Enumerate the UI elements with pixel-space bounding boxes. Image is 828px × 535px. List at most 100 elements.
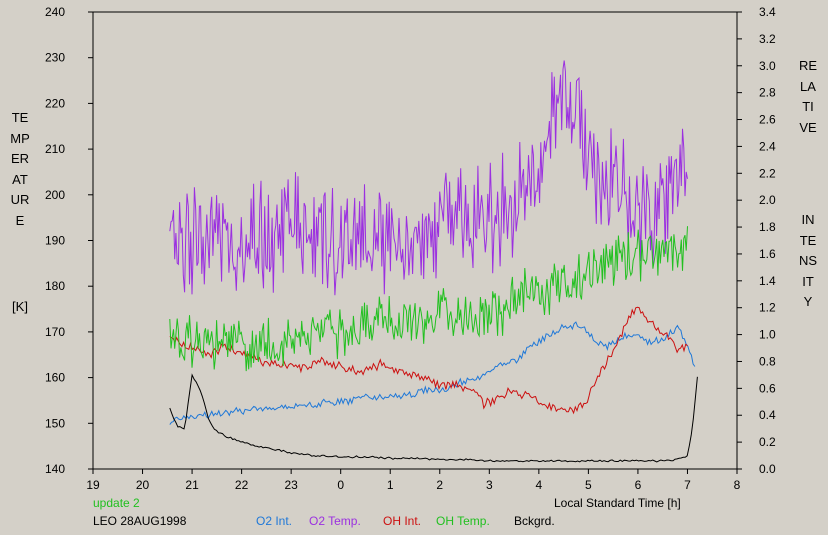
right-tick: 0.6 — [737, 381, 776, 395]
x-tick: 5 — [585, 469, 592, 492]
x-tick-label: 23 — [284, 478, 298, 492]
series-line-o2-temp — [169, 60, 688, 296]
series-line-oh-int — [169, 306, 688, 415]
right-tick: 3.0 — [737, 59, 776, 73]
right-tick-label: 1.6 — [759, 247, 776, 261]
legend-o2-int: O2 Int. — [256, 514, 293, 528]
legend-bckgrd: Bckgrd. — [514, 514, 555, 528]
x-tick-label: 8 — [734, 478, 741, 492]
left-tick: 230 — [45, 51, 93, 65]
right-tick: 0.2 — [737, 435, 776, 449]
right-tick: 2.0 — [737, 193, 776, 207]
right-tick: 1.2 — [737, 301, 776, 315]
left-axis-unit: [K] — [12, 299, 28, 314]
legend-oh-int: OH Int. — [383, 514, 422, 528]
right-tick: 1.4 — [737, 274, 776, 288]
left-tick: 160 — [45, 371, 93, 385]
right-tick-label: 0.8 — [759, 354, 776, 368]
left-tick: 190 — [45, 234, 93, 248]
x-tick: 3 — [486, 469, 493, 492]
x-tick-label: 20 — [136, 478, 150, 492]
left-tick-label: 230 — [45, 51, 65, 65]
right-tick: 1.6 — [737, 247, 776, 261]
series-line-oh-temp — [169, 226, 688, 372]
right-tick-label: 3.2 — [759, 32, 776, 46]
x-tick: 0 — [337, 469, 344, 492]
right-tick-label: 2.0 — [759, 193, 776, 207]
update-label: update 2 — [93, 496, 140, 510]
x-tick: 20 — [136, 469, 150, 492]
right-tick-label: 0.2 — [759, 435, 776, 449]
x-tick: 7 — [684, 469, 691, 492]
legend-o2-temp: O2 Temp. — [309, 514, 361, 528]
series-layer — [169, 60, 698, 463]
left-tick-label: 220 — [45, 96, 65, 110]
left-tick: 240 — [45, 5, 93, 19]
right-tick: 3.2 — [737, 32, 776, 46]
right-tick-label: 2.6 — [759, 113, 776, 127]
right-tick: 2.2 — [737, 166, 776, 180]
x-tick-label: 22 — [235, 478, 249, 492]
left-tick-label: 140 — [45, 462, 65, 476]
x-axis-label: Local Standard Time [h] — [554, 496, 681, 510]
legend-oh-temp: OH Temp. — [436, 514, 490, 528]
x-tick-label: 4 — [536, 478, 543, 492]
right-tick-label: 0.4 — [759, 408, 776, 422]
right-tick: 1.0 — [737, 328, 776, 342]
left-tick: 150 — [45, 416, 93, 430]
right-tick-label: 3.4 — [759, 5, 776, 19]
left-tick: 180 — [45, 279, 93, 293]
x-tick: 8 — [734, 469, 741, 492]
x-tick-label: 6 — [635, 478, 642, 492]
left-tick-label: 180 — [45, 279, 65, 293]
left-tick-label: 160 — [45, 371, 65, 385]
right-tick-label: 2.2 — [759, 166, 776, 180]
station-date-label: LEO 28AUG1998 — [93, 514, 187, 528]
left-tick-label: 150 — [45, 416, 65, 430]
left-tick-label: 240 — [45, 5, 65, 19]
right-tick-label: 1.0 — [759, 328, 776, 342]
left-tick-label: 170 — [45, 325, 65, 339]
x-tick-label: 5 — [585, 478, 592, 492]
x-tick-label: 2 — [436, 478, 443, 492]
right-tick: 2.8 — [737, 86, 776, 100]
x-tick: 22 — [235, 469, 249, 492]
x-tick-label: 3 — [486, 478, 493, 492]
x-tick-label: 19 — [86, 478, 100, 492]
left-tick: 200 — [45, 188, 93, 202]
right-tick-label: 1.4 — [759, 274, 776, 288]
left-tick: 170 — [45, 325, 93, 339]
right-tick-label: 2.8 — [759, 86, 776, 100]
right-tick-label: 1.8 — [759, 220, 776, 234]
x-tick-label: 0 — [337, 478, 344, 492]
x-tick: 1 — [387, 469, 394, 492]
x-tick: 2 — [436, 469, 443, 492]
right-axis-label-relative: RELATIVE — [798, 58, 818, 135]
right-tick-label: 1.2 — [759, 301, 776, 315]
right-tick: 1.8 — [737, 220, 776, 234]
x-tick: 23 — [284, 469, 298, 492]
left-tick-label: 210 — [45, 142, 65, 156]
right-tick-label: 3.0 — [759, 59, 776, 73]
right-tick: 3.4 — [737, 5, 776, 19]
right-tick: 0.8 — [737, 354, 776, 368]
left-axis-label: TEMPERATURE — [10, 110, 30, 228]
axes-layer: 19 20 21 22 23 0 1 2 3 4 5 6 7 8140150160170180190200… — [45, 5, 776, 492]
right-axis-label-intensity: INTENSITY — [798, 212, 818, 309]
x-tick-label: 1 — [387, 478, 394, 492]
series-line-o2-int — [169, 321, 696, 425]
x-tick: 19 — [86, 469, 100, 492]
x-tick-label: 21 — [185, 478, 199, 492]
left-tick-label: 190 — [45, 234, 65, 248]
x-tick: 21 — [185, 469, 199, 492]
left-tick: 140 — [45, 462, 93, 476]
left-tick-label: 200 — [45, 188, 65, 202]
x-tick: 6 — [635, 469, 642, 492]
series-line-bckgrd — [169, 373, 698, 463]
left-tick: 220 — [45, 96, 93, 110]
left-tick: 210 — [45, 142, 93, 156]
right-tick: 0.0 — [737, 462, 776, 476]
right-tick: 2.4 — [737, 139, 776, 153]
